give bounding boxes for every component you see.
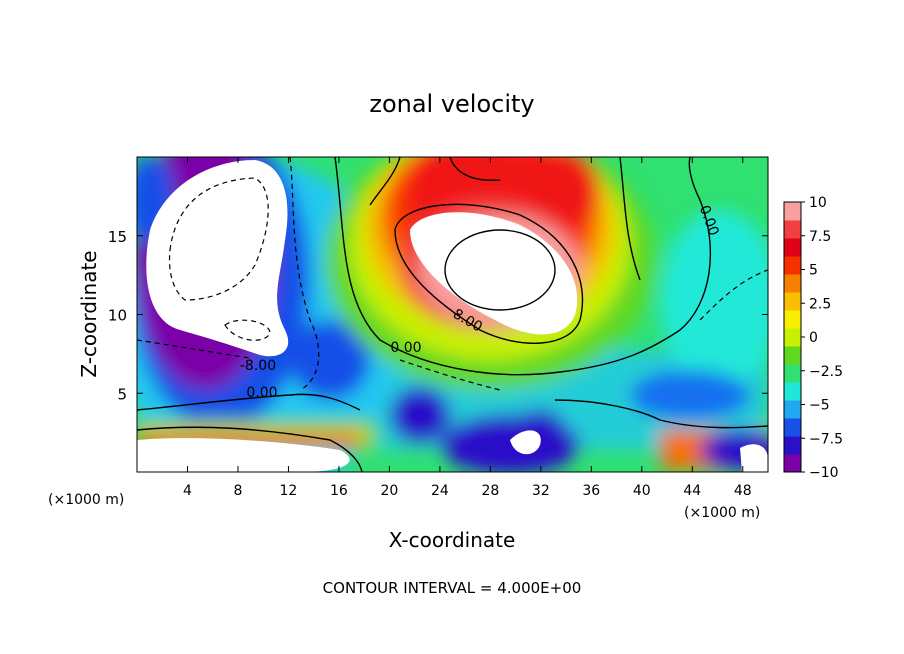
colorbar-label: 10 [809, 195, 827, 211]
colorbar-swatch [784, 202, 801, 221]
colorbar-swatch [784, 400, 801, 419]
colorbar-swatch [784, 220, 801, 239]
colorbar-label: −7.5 [809, 431, 843, 447]
y-tick-label: 10 [108, 307, 127, 325]
colorbar-swatch [784, 436, 801, 455]
x-unit-left: (×1000 m) [48, 492, 124, 508]
y-tick-label: 5 [117, 385, 127, 403]
x-axis: 4 8 12 16 20 24 28 32 36 40 44 48 [183, 157, 752, 499]
y-axis: 5 10 15 [108, 228, 768, 403]
jet-core-region [410, 212, 578, 335]
x-tick-label: 4 [183, 483, 192, 499]
colorbar-swatch [784, 382, 801, 401]
chart-title: zonal velocity [369, 90, 534, 118]
contour-0-lower [137, 393, 361, 411]
contour-neg [168, 177, 269, 301]
colorbar-label: 5 [809, 263, 818, 279]
x-tick-label: 48 [734, 483, 752, 499]
contour-8 [394, 203, 584, 344]
colorbar-swatch [784, 238, 801, 257]
colorbar-swatch [784, 256, 801, 275]
colorbar-swatch [784, 364, 801, 383]
heatmap-field: 8.00 0.00 0.00 -8.00 0.00 [137, 157, 768, 472]
colorbar-label: 7.5 [809, 229, 831, 245]
x-tick-label: 44 [683, 483, 701, 499]
contour-0-upper [334, 157, 712, 376]
colorbar-swatch [784, 328, 801, 347]
west-region [146, 160, 289, 357]
x-tick-label: 28 [481, 483, 499, 499]
colorbar-swatch [784, 346, 801, 365]
colorbar-swatch [784, 292, 801, 311]
colorbar-label: −2.5 [809, 364, 843, 380]
colorbar-swatch [784, 418, 801, 437]
contour-interval-note: CONTOUR INTERVAL = 4.000E+00 [323, 579, 582, 597]
x-unit-right: (×1000 m) [684, 505, 760, 521]
colorbar-swatch [784, 310, 801, 329]
y-axis-label: Z-coordinate [77, 250, 101, 377]
colorbar-label: 2.5 [809, 296, 831, 312]
x-tick-label: 20 [380, 483, 398, 499]
x-tick-label: 12 [280, 483, 298, 499]
x-tick-label: 36 [582, 483, 600, 499]
x-axis-label: X-coordinate [389, 528, 516, 552]
colorbar-label: 0 [809, 330, 818, 346]
x-tick-label: 16 [330, 483, 348, 499]
contour-label-0a: 0.00 [390, 340, 421, 356]
colorbar-swatch [784, 274, 801, 293]
y-tick-label: 15 [108, 228, 127, 246]
x-tick-label: 24 [431, 483, 449, 499]
colorbar-label: −5 [809, 398, 830, 414]
x-tick-label: 40 [633, 483, 651, 499]
contour-label-neg8: -8.00 [240, 358, 276, 374]
colorbar-swatch [784, 454, 801, 473]
colorbar-label: −10 [809, 465, 839, 481]
contour-label-0c: 0.00 [246, 385, 277, 401]
x-tick-label: 8 [233, 483, 242, 499]
x-tick-label: 32 [532, 483, 550, 499]
colorbar: 10 7.5 5 2.5 0 −2.5 −5 −7.5 −10 [783, 195, 843, 481]
